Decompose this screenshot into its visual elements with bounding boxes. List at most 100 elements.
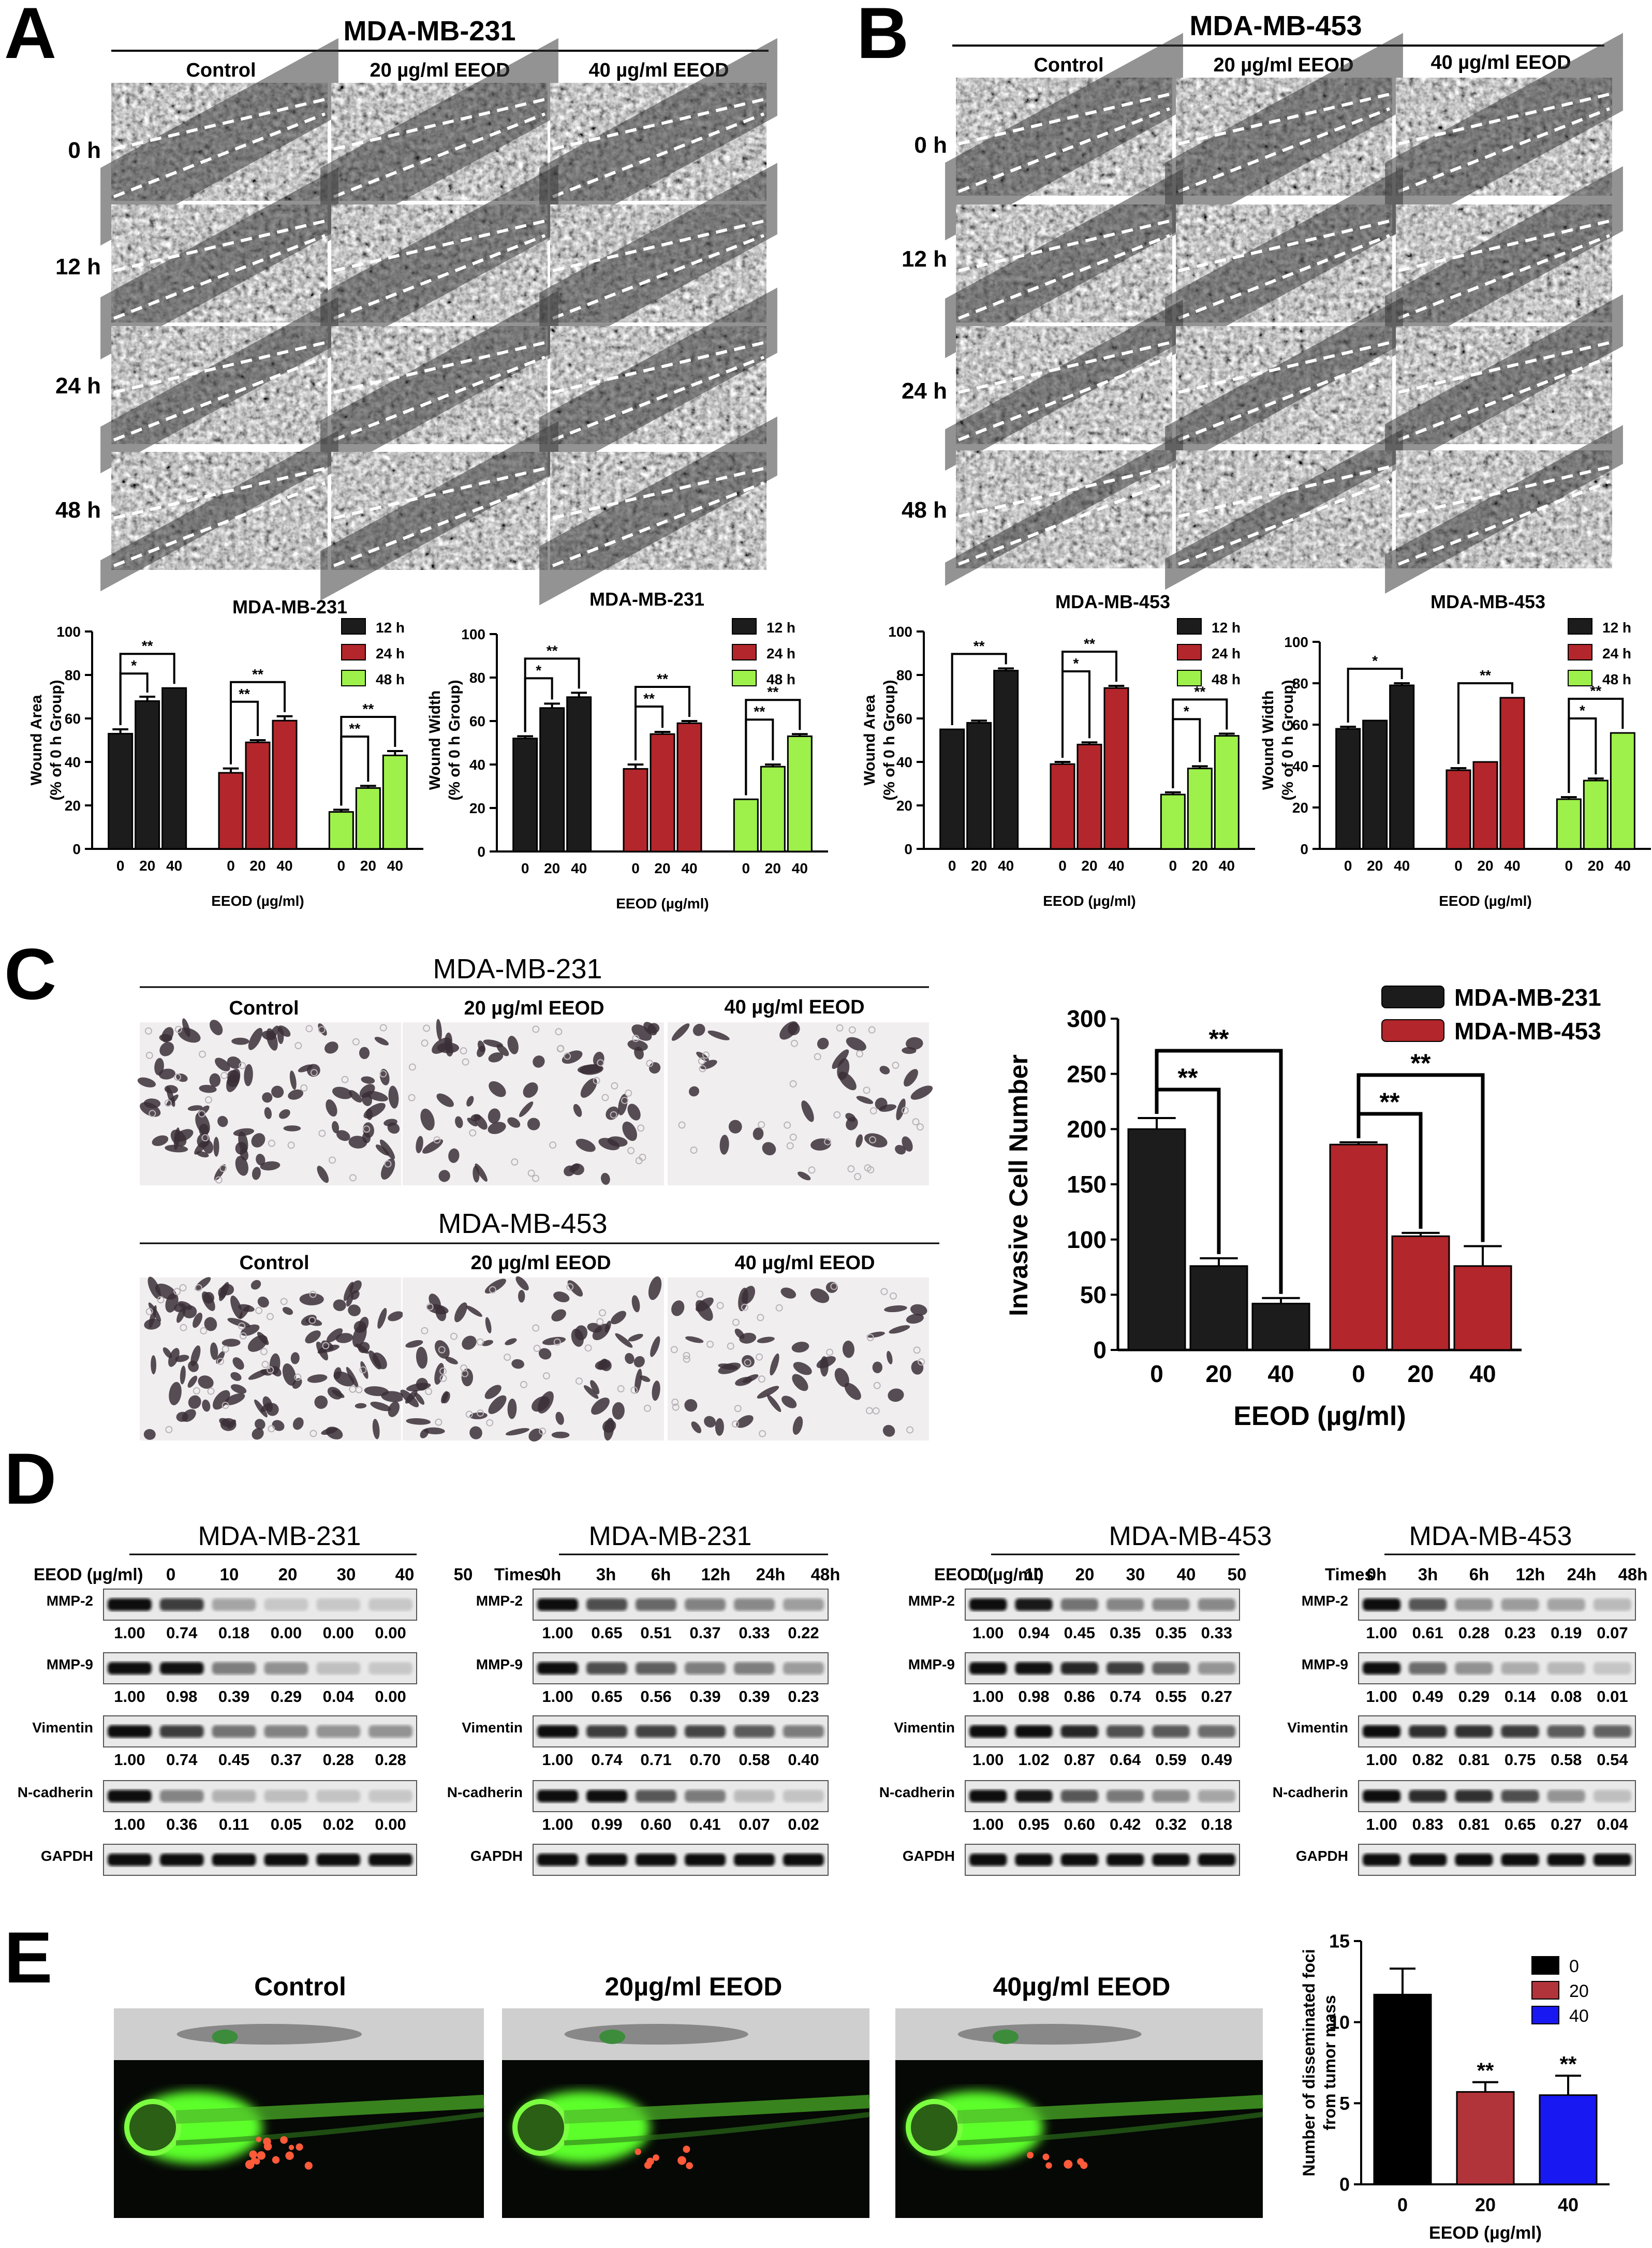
blot-quant-value: 0.74 <box>166 1624 198 1642</box>
blot-band <box>159 1662 204 1674</box>
blot-band <box>783 1598 824 1611</box>
blot-band <box>734 1725 775 1738</box>
blot-header-label: Times <box>494 1565 543 1584</box>
y-tick-label: 60 <box>469 713 485 729</box>
blot-lane-label: 10 <box>1025 1565 1044 1584</box>
blot-band <box>1363 1725 1401 1738</box>
western-blot: MDA-MB-453 EEOD (µg/ml)0 10 20 30 40 50 MMP-2 1.… <box>879 1521 1272 1876</box>
y-tick-label: 100 <box>1067 1226 1107 1253</box>
blot-quant-value: 0.19 <box>1551 1624 1582 1642</box>
blot-quant-value: 0.07 <box>739 1815 770 1833</box>
blot-quant-value: 1.00 <box>1366 1815 1397 1833</box>
bar <box>1456 2091 1515 2185</box>
y-tick-label: 15 <box>1329 1931 1350 1952</box>
y-tick-label: 50 <box>1080 1281 1107 1308</box>
blot-quant-value: 0.29 <box>1458 1687 1489 1706</box>
x-tick-label: 40 <box>276 858 292 874</box>
tumor-focus <box>256 2136 262 2142</box>
blot-lane-label: 20 <box>278 1565 298 1584</box>
panel-letter-c: C <box>4 933 56 1015</box>
legend-label: MDA-MB-231 <box>1454 984 1601 1011</box>
blot-protein-label: MMP-9 <box>476 1656 523 1672</box>
blot-quant-value: 0.18 <box>218 1624 249 1642</box>
legend-label: 12 h <box>766 620 795 636</box>
panel-c-cell-line-453: MDA-MB-453 <box>438 1208 607 1239</box>
x-axis-label: EEOD (µg/ml) <box>1439 893 1531 909</box>
blot-band <box>264 1662 308 1674</box>
bar <box>539 707 565 853</box>
blot-quant-value: 0.58 <box>739 1751 770 1769</box>
x-tick-label: 20 <box>544 860 560 876</box>
y-axis-label: (% of 0 h Group) <box>446 680 463 800</box>
blot-quant-value: 0.71 <box>640 1751 671 1769</box>
y-tick-label: 0 <box>477 844 485 860</box>
blot-band <box>1409 1790 1447 1802</box>
bar <box>1335 728 1361 850</box>
y-axis-label: Wound Area <box>861 695 878 785</box>
panel-e-col-control: Control <box>254 1972 346 2001</box>
panel-a-row-0h: 0 h <box>68 138 101 163</box>
blot-band <box>212 1725 256 1738</box>
bar <box>733 798 759 853</box>
y-tick-label: 100 <box>1284 634 1308 650</box>
blot-protein-label: MMP-9 <box>908 1656 955 1672</box>
blot-quant-value: 0.02 <box>788 1815 819 1833</box>
bar <box>1446 769 1471 850</box>
y-tick-label: 0 <box>1300 841 1308 857</box>
blot-protein-label: MMP-2 <box>47 1593 93 1609</box>
y-tick-label: 10 <box>1329 2011 1350 2033</box>
blot-quant-value: 1.00 <box>114 1624 145 1642</box>
wound-micrograph <box>1385 425 1623 594</box>
blot-quant-value: 0.33 <box>739 1624 770 1642</box>
blot-lane-label: 3h <box>596 1565 616 1584</box>
blot-quant-value: 0.60 <box>1064 1815 1095 1833</box>
x-tick-label: 20 <box>1367 858 1383 874</box>
significance-bracket <box>1457 682 1513 764</box>
bar <box>1160 794 1186 850</box>
blot-quant-value: 0.74 <box>166 1751 198 1769</box>
blot-band <box>159 1854 204 1866</box>
blot-header-label: Times <box>1325 1565 1374 1584</box>
bar <box>161 687 187 850</box>
blot-band <box>368 1725 412 1738</box>
blot-quant-value: 0.28 <box>375 1751 406 1769</box>
blot-lane-label: 0h <box>1367 1565 1387 1584</box>
x-tick-label: 0 <box>1169 858 1177 874</box>
wound-micrograph <box>945 169 1183 358</box>
legend-swatch <box>1177 670 1202 686</box>
tumor-focus <box>677 2156 686 2165</box>
significance-bracket <box>340 716 396 806</box>
x-tick-label: 0 <box>948 858 956 874</box>
significance-label: * <box>1372 653 1378 669</box>
blot-band <box>1060 1854 1098 1866</box>
blot-quant-value: 0.87 <box>1064 1751 1095 1769</box>
blot-cell-line: MDA-MB-453 <box>1409 1521 1572 1551</box>
blot-protein-label: Vimentin <box>894 1720 955 1736</box>
legend-swatch <box>1531 1981 1559 2000</box>
blot-lane-label: 40 <box>395 1565 415 1584</box>
blot-band <box>1593 1725 1631 1738</box>
x-tick-label: 40 <box>166 858 182 874</box>
bar <box>1329 1143 1388 1351</box>
legend-swatch <box>1568 644 1592 660</box>
significance-bracket <box>1172 698 1228 788</box>
transwell-micrograph <box>140 1276 405 1441</box>
wound-micrograph <box>539 416 777 606</box>
tumor-focus <box>1064 2159 1073 2169</box>
bar <box>1499 697 1525 850</box>
blot-band <box>969 1854 1007 1866</box>
significance-bracket <box>745 699 801 796</box>
blot-quant-value: 1.00 <box>114 1687 145 1706</box>
bar <box>1472 761 1498 850</box>
blot-quant-value: 0.64 <box>1110 1751 1141 1769</box>
significance-bracket <box>1356 1073 1485 1242</box>
blot-quant-value: 0.37 <box>689 1624 720 1642</box>
tumor-focus <box>635 2148 641 2155</box>
x-tick-label: 0 <box>742 860 750 876</box>
blot-band <box>1363 1598 1401 1611</box>
x-tick-label: 20 <box>654 860 670 876</box>
legend-swatch <box>341 618 366 635</box>
y-tick-label: 0 <box>1339 2174 1350 2195</box>
blot-quant-value: 0.98 <box>1018 1687 1049 1706</box>
